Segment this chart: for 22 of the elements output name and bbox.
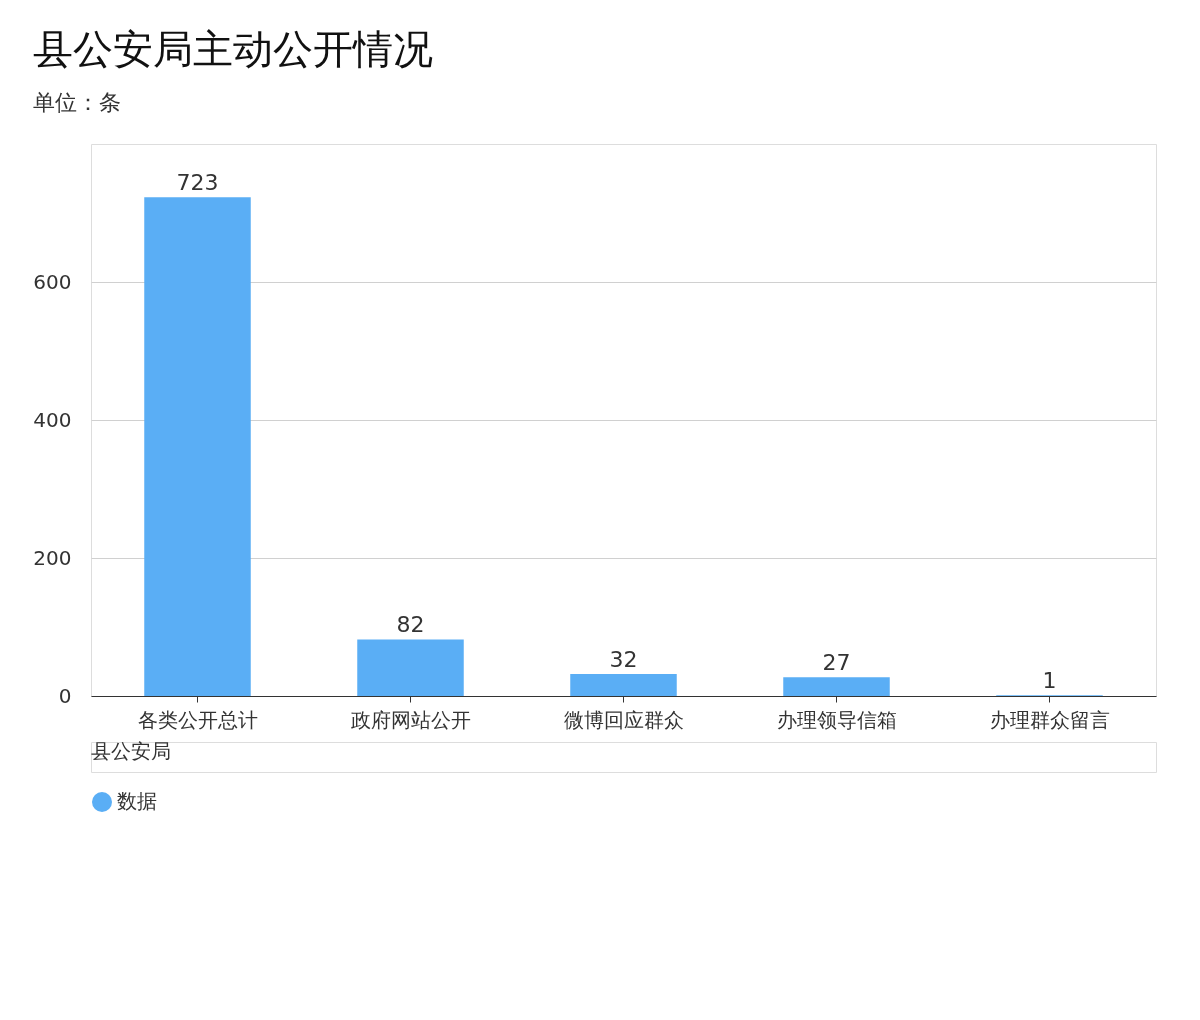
data-label: 1	[1042, 668, 1057, 694]
data-label: 27	[822, 650, 851, 676]
y-tick-label: 200	[33, 545, 72, 570]
y-tick-label: 0	[58, 683, 72, 708]
data-label: 723	[176, 170, 219, 196]
x-tick-label: 办理群众留言	[989, 707, 1110, 732]
x-tick-label: 办理领导信箱	[776, 707, 897, 732]
chart-subtitle: 单位：条	[32, 90, 121, 115]
y-tick-label: 400	[33, 407, 72, 432]
legend-label: 数据	[117, 789, 157, 813]
bar	[357, 639, 464, 696]
chart-title: 县公安局主动公开情况	[32, 26, 433, 72]
bar	[783, 677, 890, 696]
x-tick-label: 各类公开总计	[137, 707, 258, 732]
data-label: 82	[396, 612, 425, 638]
bar	[570, 673, 677, 696]
x-tick-label: 微博回应群众	[563, 707, 684, 732]
x-tick-label: 政府网站公开	[350, 707, 471, 732]
data-label: 32	[609, 646, 638, 672]
y-tick-label: 600	[33, 269, 72, 294]
text: 县公安局	[91, 739, 171, 763]
bar	[144, 197, 251, 696]
